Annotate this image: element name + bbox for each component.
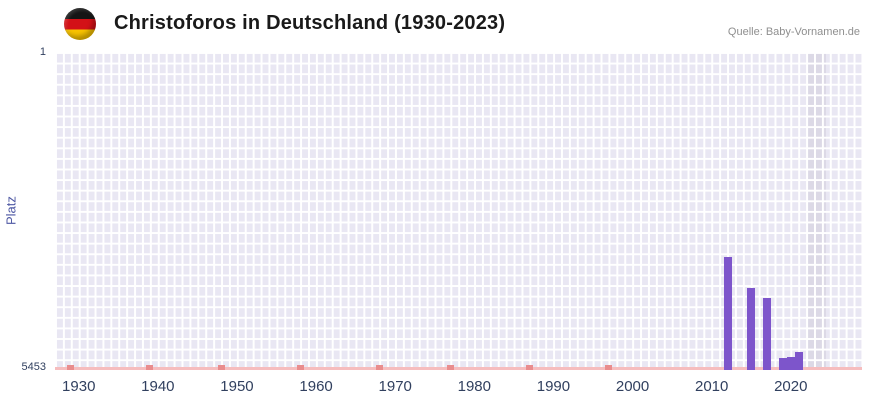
y-axis-min-label: 5453 [21,361,46,373]
x-axis-ticks: 1930 1940 1950 1960 1970 1980 1990 2000 2010 2020 [55,376,862,400]
no-rank-marker-1958[interactable] [296,365,304,370]
rank-bar-2012[interactable] [723,257,732,370]
y-axis-title: Platz [3,196,19,226]
gridlines [55,52,862,370]
x-tick-label-1980: 1980 [457,378,491,395]
x-tick-label-1950: 1950 [220,378,254,395]
x-tick-label-1970: 1970 [378,378,412,395]
x-tick-label-2000: 2000 [615,378,650,395]
no-rank-marker-1939[interactable] [146,365,154,370]
no-rank-marker-1997[interactable] [605,365,613,370]
x-tick-label-1940: 1940 [141,378,175,395]
rank-bar-2015[interactable] [747,287,756,370]
no-rank-marker-1948[interactable] [217,365,225,370]
rank-bar-2020[interactable] [786,357,795,370]
rank-bar-2017[interactable] [763,298,772,370]
y-axis-max-label: 1 [39,46,46,58]
germany-flag-icon [64,8,96,40]
source-attribution: Quelle: Baby-Vornamen.de [727,26,860,38]
plot-area [55,52,862,370]
rank-bar-2021[interactable] [794,352,803,370]
no-rank-marker-1987[interactable] [526,365,534,370]
rank-bar-2019[interactable] [778,358,787,370]
no-rank-marker-1929[interactable] [67,365,75,370]
x-tick-label-1930: 1930 [62,378,96,395]
x-tick-label-2020: 2020 [774,378,808,395]
x-axis-line [55,367,862,370]
x-tick-label-1960: 1960 [299,378,333,395]
x-tick-label-1990: 1990 [536,378,571,395]
chart-header: Christoforos in Deutschland (1930-2023) … [0,0,873,48]
x-tick-label-2010: 2010 [694,378,729,395]
no-rank-marker-1977[interactable] [447,365,455,370]
no-rank-marker-1968[interactable] [375,365,383,370]
chart-title: Christoforos in Deutschland (1930-2023) [114,12,506,34]
